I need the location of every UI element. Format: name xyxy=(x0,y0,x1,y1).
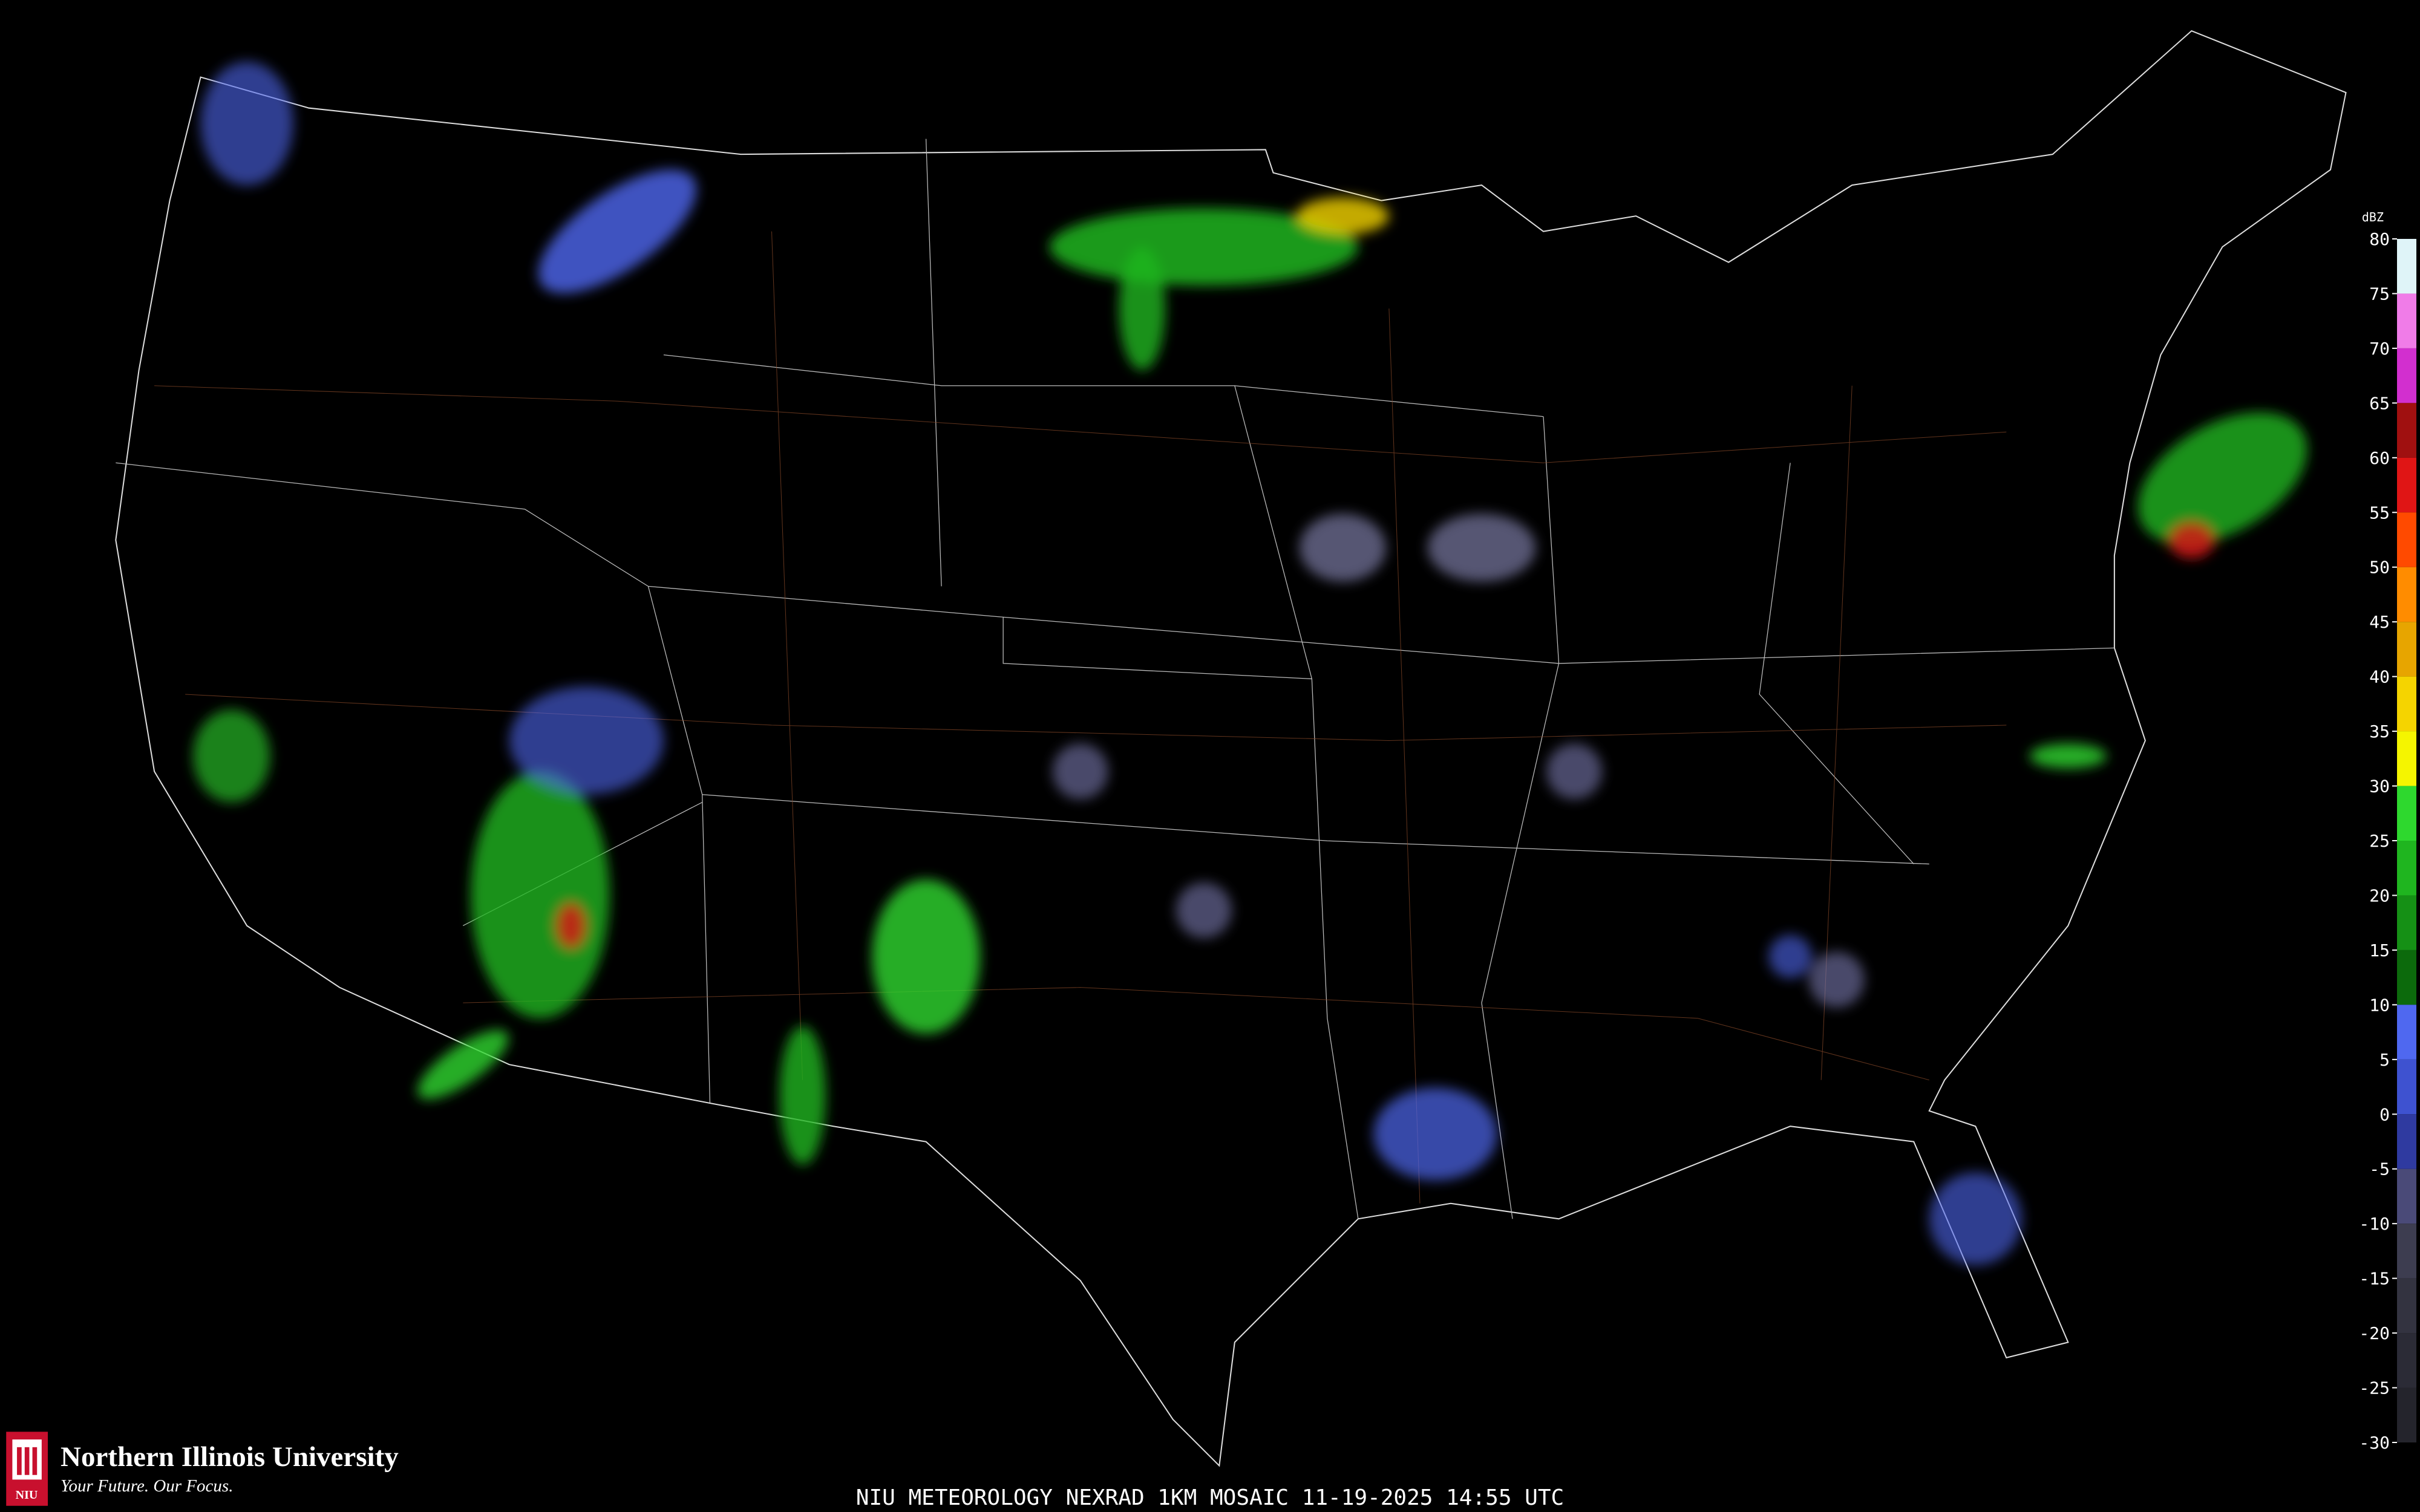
legend-swatch xyxy=(2397,622,2416,677)
legend-label: -15 xyxy=(2359,1269,2390,1289)
legend-swatch xyxy=(2397,1387,2416,1442)
logo-badge: NIU xyxy=(16,1488,38,1502)
legend-swatch xyxy=(2397,731,2416,786)
legend-label: 80 xyxy=(2369,229,2390,249)
legend-label: 10 xyxy=(2369,995,2390,1015)
legend-swatch xyxy=(2397,403,2416,458)
logo-name: Northern Illinois University xyxy=(60,1441,399,1473)
legend-swatch xyxy=(2397,512,2416,567)
legend-swatch xyxy=(2397,1114,2416,1169)
legend-swatch xyxy=(2397,895,2416,950)
legend-label: 15 xyxy=(2369,940,2390,960)
map-layer xyxy=(6,30,2347,1506)
legend-label: 45 xyxy=(2369,612,2390,632)
legend-label: 55 xyxy=(2369,503,2390,523)
legend-swatch xyxy=(2397,348,2416,403)
legend-swatch xyxy=(2397,1005,2416,1060)
legend-label: 75 xyxy=(2369,284,2390,304)
legend-label: -25 xyxy=(2359,1378,2390,1398)
legend-swatch xyxy=(2397,1333,2416,1388)
legend-label: 20 xyxy=(2369,885,2390,905)
legend-swatch xyxy=(2397,1168,2416,1224)
us-outline xyxy=(115,30,2347,1467)
logo-tagline: Your Future. Our Focus. xyxy=(60,1476,233,1496)
legend-label: 35 xyxy=(2369,722,2390,741)
legend-swatch xyxy=(2397,950,2416,1005)
legend-label: 70 xyxy=(2369,339,2390,359)
roads xyxy=(154,231,2007,1204)
legend-label: 60 xyxy=(2369,448,2390,468)
state-lines xyxy=(116,138,2114,1219)
legend-label: 65 xyxy=(2369,393,2390,413)
legend-label: 0 xyxy=(2379,1104,2390,1124)
legend-swatch xyxy=(2397,841,2416,896)
legend-swatch xyxy=(2397,786,2416,841)
radar-echoes xyxy=(192,62,2307,1265)
legend-swatch xyxy=(2397,239,2416,294)
legend-label: -10 xyxy=(2359,1214,2390,1234)
niu-badge xyxy=(6,1432,48,1506)
legend-label: -5 xyxy=(2369,1159,2390,1179)
legend-swatch xyxy=(2397,1278,2416,1334)
legend-label: 5 xyxy=(2379,1050,2390,1070)
legend-swatch xyxy=(2397,567,2416,622)
legend-label: -20 xyxy=(2359,1323,2390,1343)
legend-label: -30 xyxy=(2359,1433,2390,1453)
legend-unit: dBZ xyxy=(2362,210,2384,224)
legend-label: 40 xyxy=(2369,667,2390,687)
legend-swatch xyxy=(2397,1059,2416,1115)
legend-swatch xyxy=(2397,1224,2416,1279)
color-legend: 80757065605550454035302520151050-5-10-15… xyxy=(2359,229,2416,1453)
legend-swatch xyxy=(2397,293,2416,348)
caption: NIU METEOROLOGY NEXRAD 1KM MOSAIC 11-19-… xyxy=(856,1485,1564,1510)
legend-label: 30 xyxy=(2369,777,2390,797)
legend-swatch xyxy=(2397,676,2416,732)
legend-label: 25 xyxy=(2369,831,2390,851)
legend-swatch xyxy=(2397,457,2416,513)
legend-label: 50 xyxy=(2369,558,2390,578)
